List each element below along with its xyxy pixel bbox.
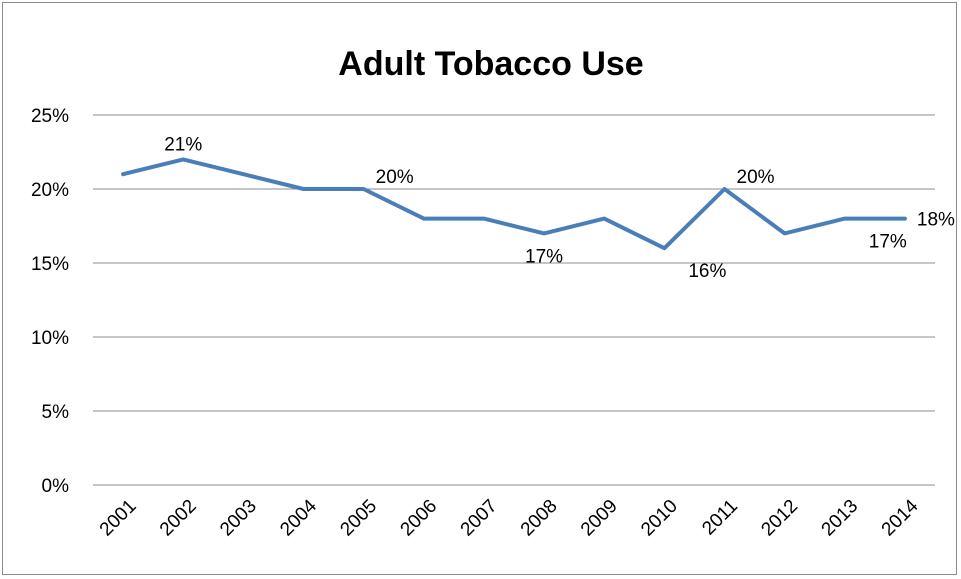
x-tick-label: 2004 (276, 495, 321, 540)
x-tick-label: 2011 (698, 496, 742, 540)
gridlines (93, 115, 935, 485)
data-point (603, 217, 606, 220)
x-tick-label: 2012 (757, 496, 802, 541)
series-line (123, 159, 905, 248)
x-tick-label: 2006 (397, 496, 442, 541)
data-point (663, 247, 666, 250)
x-axis-ticks: 2001 2002 2003 2004 2005 2006 2007 2008 2009 2010… (96, 495, 923, 540)
x-tick-label: 2002 (156, 496, 201, 541)
x-tick-label: 2008 (517, 496, 562, 541)
data-point (302, 188, 305, 191)
data-point (242, 173, 245, 176)
x-tick-label: 2001 (96, 496, 141, 541)
data-label: 17% (525, 246, 563, 267)
x-tick-label: 2005 (336, 496, 381, 541)
x-tick-label: 2010 (637, 496, 682, 541)
x-tick-label: 2014 (878, 495, 923, 540)
line-chart: Adult Tobacco Use 0%5%10%15%20%25% 2001 2… (3, 3, 958, 576)
data-point (122, 173, 125, 176)
chart-title: Adult Tobacco Use (338, 45, 643, 83)
data-point (482, 217, 485, 220)
y-tick-label: 10% (31, 328, 69, 349)
series-layer (122, 158, 907, 250)
y-tick-label: 5% (42, 402, 70, 423)
y-tick-label: 20% (31, 180, 69, 201)
x-tick-label: 2009 (577, 496, 622, 541)
x-tick-label: 2013 (818, 496, 863, 541)
data-label: 20% (376, 167, 414, 188)
y-axis-ticks: 0% 5% 10% 15% 20% 25% (31, 106, 69, 497)
data-label: 16% (688, 261, 726, 282)
x-tick-label: 2007 (457, 496, 502, 541)
data-point (543, 232, 546, 235)
data-point (723, 188, 726, 191)
data-point (903, 217, 906, 220)
data-point (362, 188, 365, 191)
data-label: 18% (917, 210, 955, 231)
data-label: 21% (164, 134, 202, 155)
x-tick-label: 2003 (216, 496, 261, 541)
y-tick-label: 0% (42, 476, 70, 497)
data-point (422, 217, 425, 220)
data-point (783, 232, 786, 235)
y-tick-label: 15% (31, 254, 69, 275)
data-point (182, 158, 185, 161)
data-point (843, 217, 846, 220)
y-tick-label: 25% (31, 106, 69, 127)
data-label: 17% (869, 232, 907, 253)
data-label: 20% (737, 167, 775, 188)
data-labels: 21% 20% 17% 16% 20% 17% 18% (164, 134, 955, 282)
